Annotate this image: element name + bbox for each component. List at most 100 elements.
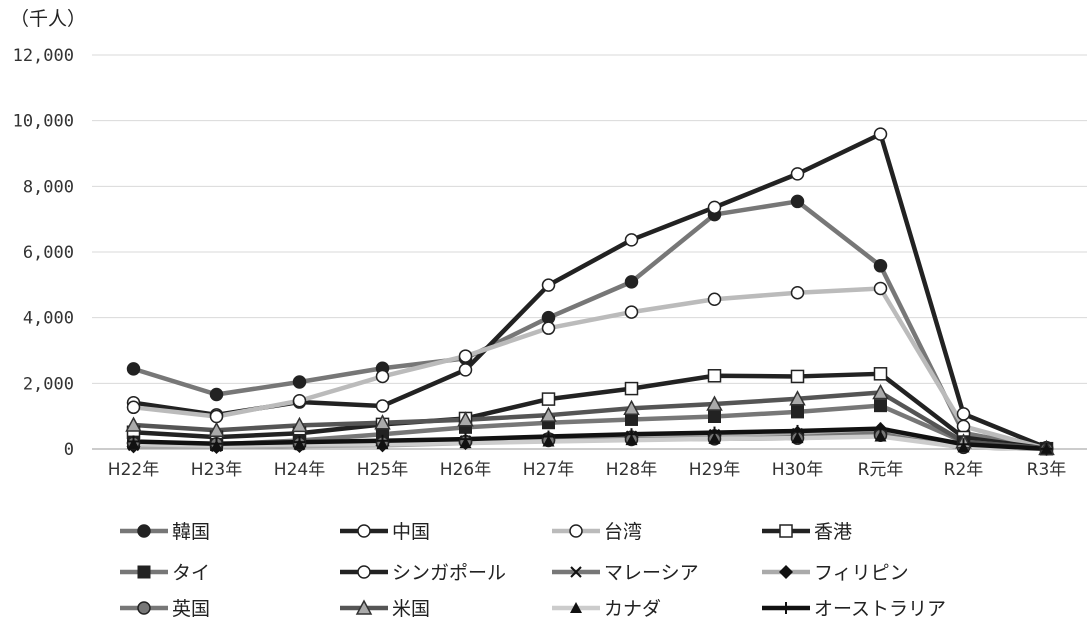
data-point	[127, 435, 140, 448]
data-point	[126, 362, 141, 376]
data-point	[790, 167, 805, 181]
legend-item: 中国	[340, 521, 430, 543]
series-markers-group	[127, 422, 1053, 455]
legend-item: マレーシア	[552, 562, 699, 584]
data-point	[375, 399, 390, 413]
data-point	[570, 566, 582, 578]
legend-item: フィリピン	[762, 562, 909, 584]
data-point	[292, 393, 307, 408]
data-point	[357, 524, 371, 538]
series-line	[131, 371, 1049, 451]
gridlines	[92, 54, 1087, 450]
x-tick-label: H22年	[108, 460, 159, 480]
x-tick-label: H25年	[357, 460, 408, 480]
data-point	[458, 363, 473, 377]
legend-item: 台湾	[552, 521, 642, 543]
y-unit-label: （千人）	[10, 8, 87, 30]
y-tick-label: 6,000	[23, 243, 74, 263]
y-tick-label: 4,000	[23, 309, 74, 329]
series-markers	[125, 127, 1055, 456]
legend-label: 米国	[392, 598, 430, 619]
data-point	[707, 292, 722, 307]
legend-label: 香港	[814, 521, 852, 543]
data-point	[707, 369, 722, 383]
series-line	[131, 286, 1049, 451]
data-point	[625, 428, 638, 441]
data-point	[957, 438, 970, 451]
data-point	[1040, 442, 1053, 455]
data-point	[293, 436, 306, 449]
data-point	[458, 349, 473, 363]
data-point	[873, 281, 888, 296]
legend-label: 韓国	[172, 521, 210, 543]
y-tick-label: 2,000	[23, 374, 74, 394]
series-lines	[131, 131, 1049, 452]
data-point	[623, 399, 640, 416]
legend-item: 香港	[762, 521, 852, 543]
legend-label: 台湾	[604, 521, 642, 543]
data-point	[209, 409, 224, 424]
data-point	[357, 565, 371, 579]
data-point	[375, 369, 390, 384]
y-tick-label: 8,000	[23, 177, 74, 197]
data-point	[790, 369, 805, 384]
data-point	[707, 200, 722, 215]
legend-label: タイ	[172, 562, 210, 584]
data-point	[137, 524, 151, 538]
data-point	[541, 278, 556, 292]
legend-label: マレーシア	[604, 562, 699, 584]
data-point	[791, 405, 804, 419]
x-tick-label: H27年	[523, 460, 574, 480]
data-point	[125, 416, 142, 432]
x-tick-label: H28年	[606, 460, 657, 480]
data-point	[708, 426, 721, 439]
data-point	[789, 390, 806, 406]
series-line	[131, 426, 1049, 452]
series-line	[131, 199, 1049, 451]
x-tick-label: H30年	[772, 460, 823, 480]
legend-label: 英国	[172, 598, 210, 619]
data-point	[779, 524, 793, 538]
data-point	[779, 565, 793, 579]
legend-label: 中国	[392, 521, 430, 543]
legend-item: 米国	[340, 598, 430, 619]
legend-label: オーストラリア	[814, 598, 946, 619]
data-point	[791, 432, 804, 444]
data-point	[208, 421, 225, 438]
data-point	[541, 321, 556, 335]
legend-label: シンガポール	[392, 562, 506, 584]
data-point	[874, 422, 887, 435]
data-point	[570, 602, 582, 613]
data-point	[872, 383, 889, 400]
series-line	[131, 131, 1049, 450]
data-point	[569, 524, 583, 538]
data-point	[706, 395, 723, 411]
data-point	[956, 407, 971, 421]
data-point	[956, 419, 971, 434]
legend-item: 韓国	[120, 521, 210, 543]
data-point	[355, 599, 373, 615]
data-point	[457, 411, 474, 427]
x-tick-label: H24年	[274, 460, 325, 480]
data-point	[541, 392, 556, 406]
legend-label: カナダ	[604, 598, 661, 619]
data-point	[540, 406, 557, 422]
data-point	[790, 194, 805, 209]
x-axis: H22年 H23年 H24年 H25年 H26年 H27年 H28年 H29年 H30年 R元年 R…	[108, 460, 1067, 480]
x-tick-label: H26年	[440, 460, 491, 480]
y-tick-label: 12,000	[13, 46, 74, 66]
legend-item: カナダ	[552, 598, 661, 619]
data-point	[291, 416, 308, 433]
data-point	[542, 430, 555, 443]
data-point	[292, 375, 307, 389]
data-point	[126, 400, 141, 415]
data-point	[137, 601, 151, 615]
series-markers-group	[126, 194, 1054, 456]
x-tick-label: R2年	[944, 460, 984, 480]
y-tick-label: 0	[64, 440, 74, 460]
data-point	[874, 430, 887, 442]
legend-item: 英国	[120, 598, 210, 619]
y-axis: 0 2,000 4,000 6,000 8,000 10,000 12,000	[13, 46, 74, 460]
